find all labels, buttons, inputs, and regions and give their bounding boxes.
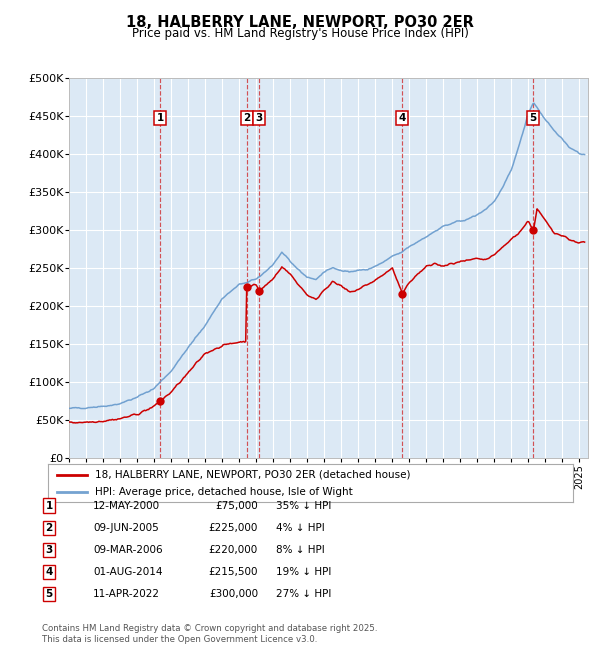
Text: 8% ↓ HPI: 8% ↓ HPI: [276, 545, 325, 555]
Text: £215,500: £215,500: [209, 567, 258, 577]
Text: 18, HALBERRY LANE, NEWPORT, PO30 2ER (detached house): 18, HALBERRY LANE, NEWPORT, PO30 2ER (de…: [95, 470, 411, 480]
Text: 2: 2: [243, 113, 250, 123]
Text: £300,000: £300,000: [209, 589, 258, 599]
Text: 19% ↓ HPI: 19% ↓ HPI: [276, 567, 331, 577]
Text: 1: 1: [157, 113, 164, 123]
Text: 27% ↓ HPI: 27% ↓ HPI: [276, 589, 331, 599]
Text: 01-AUG-2014: 01-AUG-2014: [93, 567, 163, 577]
Text: 4% ↓ HPI: 4% ↓ HPI: [276, 523, 325, 533]
Text: £220,000: £220,000: [209, 545, 258, 555]
Text: 5: 5: [46, 589, 53, 599]
Text: 1: 1: [46, 500, 53, 511]
Text: 35% ↓ HPI: 35% ↓ HPI: [276, 500, 331, 511]
Text: 12-MAY-2000: 12-MAY-2000: [93, 500, 160, 511]
Text: 3: 3: [256, 113, 263, 123]
Text: 5: 5: [530, 113, 537, 123]
Text: HPI: Average price, detached house, Isle of Wight: HPI: Average price, detached house, Isle…: [95, 488, 353, 497]
Text: £225,000: £225,000: [209, 523, 258, 533]
Text: 09-JUN-2005: 09-JUN-2005: [93, 523, 159, 533]
Text: 18, HALBERRY LANE, NEWPORT, PO30 2ER: 18, HALBERRY LANE, NEWPORT, PO30 2ER: [126, 15, 474, 31]
Text: 4: 4: [398, 113, 406, 123]
Text: 3: 3: [46, 545, 53, 555]
Text: Contains HM Land Registry data © Crown copyright and database right 2025.
This d: Contains HM Land Registry data © Crown c…: [42, 624, 377, 644]
Text: 2: 2: [46, 523, 53, 533]
Text: 4: 4: [46, 567, 53, 577]
Text: 09-MAR-2006: 09-MAR-2006: [93, 545, 163, 555]
Text: Price paid vs. HM Land Registry's House Price Index (HPI): Price paid vs. HM Land Registry's House …: [131, 27, 469, 40]
Text: £75,000: £75,000: [215, 500, 258, 511]
Text: 11-APR-2022: 11-APR-2022: [93, 589, 160, 599]
